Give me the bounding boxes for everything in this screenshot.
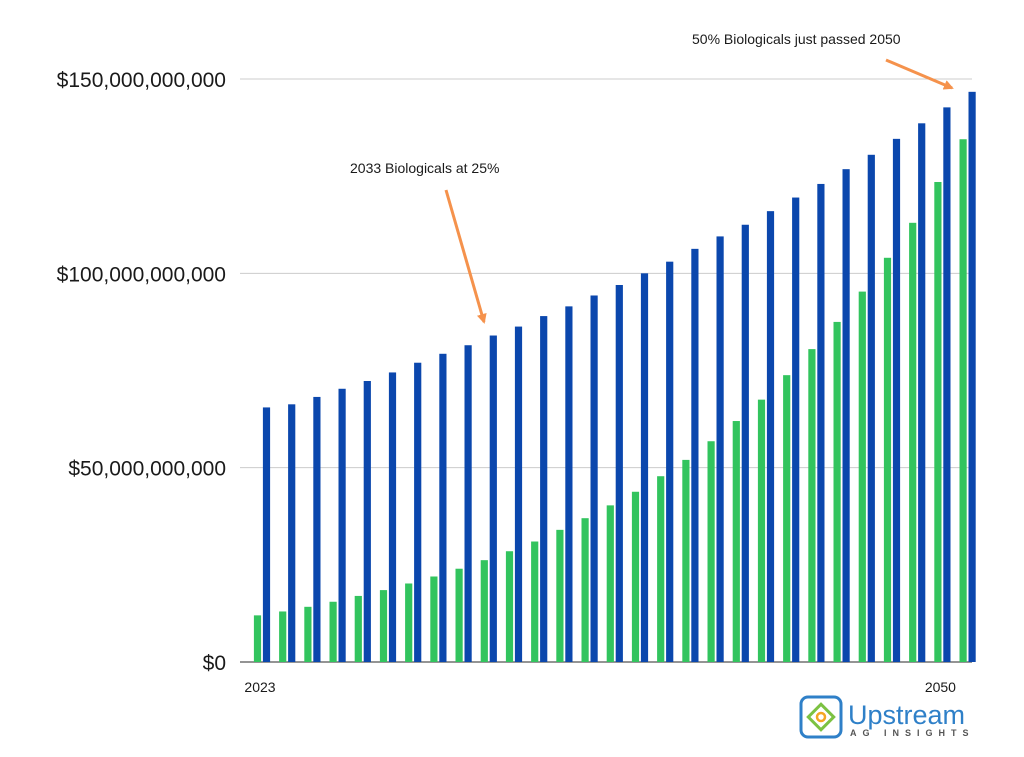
bar	[531, 541, 539, 662]
bar	[631, 491, 640, 662]
bar	[691, 248, 699, 662]
bar	[842, 169, 850, 663]
bar	[455, 568, 463, 662]
bar	[716, 236, 724, 662]
bar	[414, 362, 422, 662]
bar	[590, 295, 598, 662]
bar	[304, 606, 312, 662]
bar	[808, 349, 816, 662]
y-tick-label: $50,000,000,000	[68, 458, 226, 481]
y-tick-label: $0	[203, 652, 226, 675]
bar	[430, 576, 438, 662]
bar	[253, 615, 262, 662]
bar	[480, 560, 488, 662]
bar	[666, 261, 674, 662]
bar	[615, 284, 623, 662]
bar	[757, 399, 766, 662]
bar	[464, 345, 472, 662]
bar	[959, 139, 967, 662]
bar	[388, 372, 397, 662]
y-tick-label: $150,000,000,000	[57, 69, 226, 92]
bar	[514, 326, 523, 662]
bar	[657, 476, 665, 662]
annotation-label: 50% Biologicals just passed 2050	[692, 31, 901, 47]
bar	[338, 388, 346, 662]
bar	[833, 321, 841, 662]
bar	[792, 197, 800, 662]
gridlines	[240, 78, 972, 663]
bar	[262, 407, 271, 662]
annotations: 2033 Biologicals at 25% 50% Biologicals j…	[350, 31, 954, 324]
logo-icon-dot	[815, 711, 827, 723]
bar	[766, 211, 775, 662]
logo-subtitle: AG INSIGHTS	[850, 728, 975, 738]
bar	[934, 181, 942, 662]
bar	[909, 222, 917, 662]
bar	[858, 291, 866, 662]
x-tick-label: 2050	[925, 679, 956, 695]
bar	[505, 551, 514, 662]
logo-icon-frame	[799, 695, 843, 739]
y-axis-ticks: $0 $50,000,000,000 $100,000,000,000 $150,00…	[57, 69, 226, 675]
bar	[682, 459, 690, 662]
x-axis-ticks: 2023 2050	[244, 679, 956, 695]
annotation-arrow	[444, 189, 487, 324]
bar	[741, 224, 749, 662]
annotation-label: 2033 Biologicals at 25%	[350, 160, 499, 176]
bar	[943, 107, 951, 662]
bar	[363, 380, 371, 662]
bar	[354, 595, 362, 662]
bar	[783, 375, 791, 662]
bar	[565, 306, 573, 662]
bar	[279, 611, 287, 662]
bar	[918, 123, 926, 663]
bar	[867, 154, 875, 663]
bar	[556, 529, 564, 662]
annotation-arrow	[885, 58, 954, 90]
bar	[540, 316, 548, 662]
bar	[732, 421, 740, 662]
bar	[640, 273, 649, 662]
upstream-logo: Upstream AG INSIGHTS	[799, 695, 975, 739]
x-tick-label: 2023	[244, 679, 275, 695]
bar	[329, 601, 337, 662]
bar	[439, 353, 447, 662]
bar	[405, 583, 413, 662]
bar	[968, 91, 976, 663]
bar	[379, 590, 388, 662]
bar	[489, 335, 497, 662]
logo-icon-diamond	[806, 702, 836, 732]
bar	[288, 404, 296, 662]
bar	[606, 505, 614, 662]
bar	[892, 138, 901, 662]
bar	[313, 396, 321, 662]
bar	[581, 518, 589, 662]
logo-wordmark: Upstream	[848, 700, 965, 730]
bar	[883, 257, 892, 662]
bars	[253, 91, 976, 663]
bar	[817, 183, 825, 662]
bar	[707, 441, 715, 662]
y-tick-label: $100,000,000,000	[57, 263, 226, 286]
